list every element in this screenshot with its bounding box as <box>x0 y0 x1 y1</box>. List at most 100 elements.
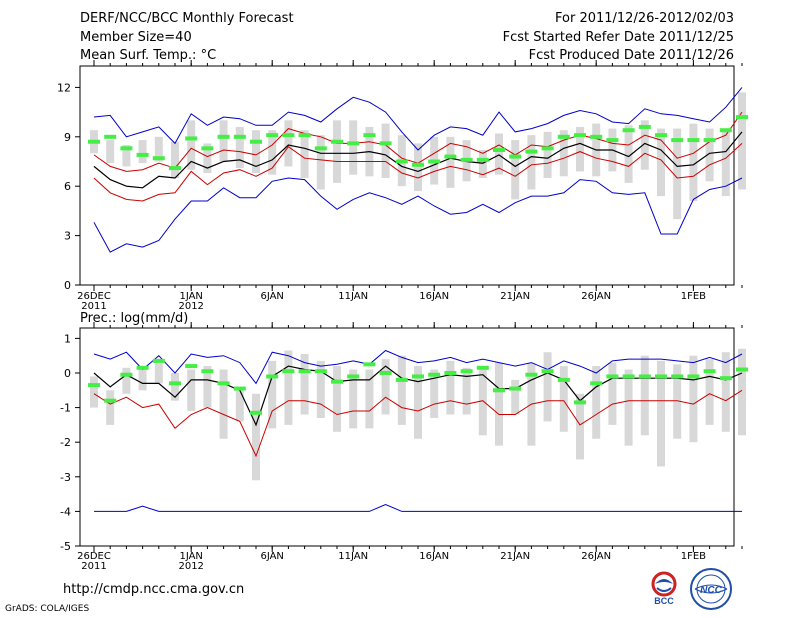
spread-bar <box>689 123 698 202</box>
obs-marker <box>347 374 360 379</box>
max-line <box>93 349 743 385</box>
spread-bar <box>252 393 260 481</box>
obs-marker <box>169 166 181 171</box>
spread-bar <box>527 135 536 190</box>
spread-bar <box>235 386 244 422</box>
obs-marker <box>88 139 100 144</box>
spread-bar <box>430 369 439 418</box>
spread-bar <box>284 350 293 425</box>
variable-label-precip: Prec.: log(mm/d) <box>80 311 188 326</box>
obs-marker <box>509 154 522 159</box>
y-tick-label: 0 <box>64 279 71 292</box>
obs-marker <box>719 376 732 381</box>
spread-bar <box>106 390 115 425</box>
fcst-produced-date: Fcst Produced Date 2011/12/26 <box>528 48 734 63</box>
x-tick-label: 21JAN <box>500 551 530 562</box>
spread-bar <box>365 369 374 429</box>
obs-marker <box>476 157 489 162</box>
x-tick-label: 1FEB <box>681 291 706 302</box>
obs-marker <box>201 146 214 151</box>
spread-bar <box>122 145 131 167</box>
spread-bar <box>235 126 244 169</box>
obs-marker <box>136 365 149 370</box>
obs-marker <box>655 133 667 138</box>
spread-bar <box>738 348 746 436</box>
obs-marker <box>590 381 603 386</box>
spread-bar <box>268 130 277 175</box>
spread-bar <box>381 123 390 178</box>
spread-bar <box>154 359 163 384</box>
lower-quantile-line <box>93 389 743 458</box>
spread-bar <box>462 367 471 415</box>
obs-marker <box>347 141 360 146</box>
plot-frame <box>79 65 735 286</box>
obs-marker <box>574 133 586 138</box>
spread-bar <box>543 352 552 422</box>
obs-marker <box>687 374 700 379</box>
obs-marker <box>638 374 651 379</box>
ensemble-mean-line <box>93 131 743 189</box>
obs-marker <box>541 146 554 151</box>
x-tick-year-label: 2012 <box>178 561 203 572</box>
obs-marker <box>314 146 327 151</box>
grads-credit: GrADS: COLA/IGES <box>5 604 90 614</box>
obs-marker <box>525 149 538 154</box>
spread-bar <box>122 367 131 394</box>
spread-bar <box>576 126 584 172</box>
spread-bar <box>705 359 714 425</box>
obs-marker <box>412 162 424 167</box>
spread-bar <box>478 149 487 178</box>
obs-marker <box>671 138 684 143</box>
spread-bar <box>171 372 179 401</box>
y-tick-label: 1 <box>64 332 71 345</box>
spread-bar <box>705 128 714 182</box>
x-tick-label: 6JAN <box>260 291 283 302</box>
obs-marker <box>266 374 279 379</box>
obs-marker <box>444 154 457 159</box>
spread-bar <box>511 140 520 200</box>
spread-bar <box>511 379 520 415</box>
spread-bar <box>559 366 568 432</box>
x-tick-label: 26DEC <box>77 551 111 562</box>
obs-marker <box>703 138 716 143</box>
lower-quantile-line <box>93 143 743 202</box>
spread-bar <box>333 120 341 183</box>
obs-marker <box>169 381 181 386</box>
spread-bar <box>559 130 568 177</box>
obs-marker <box>363 362 376 367</box>
footer-url[interactable]: http://cmdp.ncc.cma.gov.cn <box>63 582 245 597</box>
obs-marker <box>331 139 343 144</box>
obs-marker <box>493 147 505 152</box>
x-tick-label: 1JAN <box>179 291 202 302</box>
spread-bar <box>252 130 260 174</box>
obs-marker <box>379 141 392 146</box>
max-line <box>93 87 743 151</box>
spread-bar <box>219 369 228 439</box>
x-tick-label: 1JAN <box>179 551 202 562</box>
forecast-period: For 2011/12/26-2012/02/03 <box>555 11 734 26</box>
spread-bar <box>187 369 196 412</box>
obs-marker <box>104 398 117 403</box>
spread-bar <box>349 369 358 429</box>
spread-bar <box>495 133 503 175</box>
obs-marker <box>282 369 295 374</box>
obs-marker <box>622 374 635 379</box>
obs-marker <box>590 134 603 139</box>
x-tick-year-label: 2011 <box>81 301 106 312</box>
spread-bar <box>203 143 212 174</box>
spread-bar <box>495 362 503 446</box>
y-tick-label: -2 <box>60 436 71 449</box>
spread-bar <box>316 135 325 190</box>
x-tick-year-label: 2012 <box>178 301 203 312</box>
obs-marker <box>412 374 424 379</box>
spread-bar <box>414 366 422 439</box>
y-tick-label: -5 <box>60 540 71 553</box>
y-tick-label: -3 <box>60 471 71 484</box>
y-tick-label: 0 <box>64 367 71 380</box>
obs-marker <box>655 374 667 379</box>
y-tick-label: 3 <box>64 230 71 243</box>
spread-bar <box>90 376 98 408</box>
obs-marker <box>233 134 246 139</box>
